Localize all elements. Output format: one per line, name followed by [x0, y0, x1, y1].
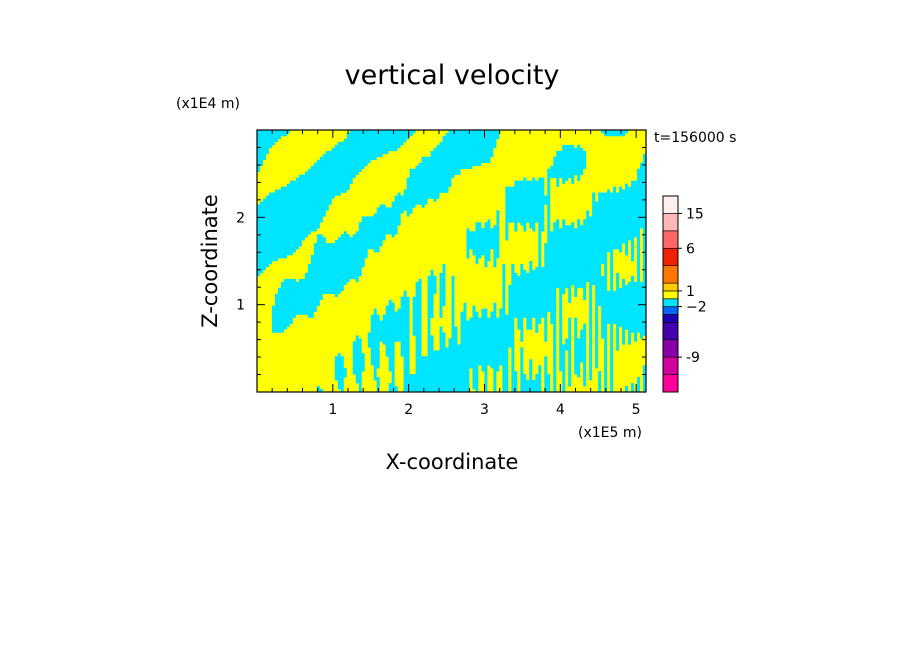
- colorbar-tick-label: −2: [686, 300, 707, 316]
- time-label: t=156000 s: [654, 130, 736, 146]
- y-tick-label: 2: [236, 210, 245, 226]
- colorbar-level: [662, 230, 679, 249]
- x-scale-label: (x1E5 m): [578, 425, 642, 441]
- y-axis-label: Z-coordinate: [198, 194, 222, 328]
- colorbar-tick-label: 15: [686, 206, 704, 222]
- y-axis-ticks: 12: [236, 146, 646, 376]
- colorbar-level: [662, 265, 679, 284]
- colorbar-level: [662, 290, 679, 300]
- plot-frame: [256, 129, 647, 393]
- x-axis-label: X-coordinate: [386, 450, 519, 474]
- x-tick-label: 4: [556, 402, 565, 418]
- colorbar-tick-label: -9: [686, 350, 700, 366]
- velocity-field: [257, 130, 646, 392]
- x-tick-label: 2: [404, 402, 413, 418]
- y-scale-label: (x1E4 m): [176, 96, 240, 112]
- colorbar-level: [662, 374, 679, 393]
- colorbar-level: [662, 298, 679, 307]
- colorbar-level: [662, 213, 679, 232]
- x-tick-label: 5: [632, 402, 641, 418]
- colorbar-tick-label: 1: [686, 284, 695, 300]
- negative-velocity-region: [257, 130, 646, 392]
- colorbar-level: [662, 195, 679, 214]
- colorbar: -9 −21 6 15: [662, 195, 707, 393]
- y-tick-label: 1: [236, 298, 245, 314]
- x-tick-label: 3: [480, 402, 489, 418]
- colorbar-level: [662, 322, 679, 341]
- colorbar-level: [662, 339, 679, 358]
- x-tick-label: 1: [328, 402, 337, 418]
- colorbar-level: [662, 306, 679, 315]
- colorbar-level: [662, 282, 679, 292]
- colorbar-frame: [662, 195, 679, 393]
- colorbar-level: [662, 314, 679, 323]
- x-axis-ticks: 1 2 3 4 5: [271, 130, 641, 418]
- colorbar-level: [662, 247, 679, 266]
- chart-title: vertical velocity: [345, 60, 560, 91]
- colorbar-tick-label: 6: [686, 241, 695, 257]
- colorbar-level: [662, 356, 679, 375]
